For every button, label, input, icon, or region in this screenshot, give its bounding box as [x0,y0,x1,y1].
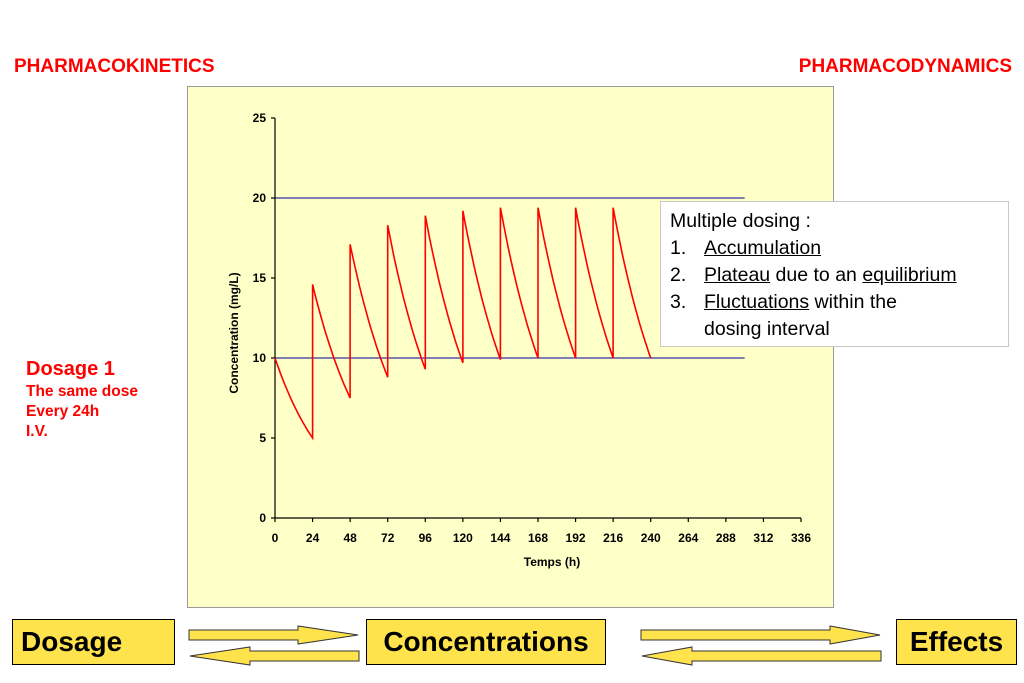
pharmacokinetics-title: PHARMACOKINETICS [14,56,215,77]
x-axis-title: Temps (h) [524,555,580,569]
dosage-box: Dosage [12,619,175,665]
x-tick-label: 264 [678,531,698,545]
y-tick-label: 20 [253,191,267,205]
right-arrow-icon [640,625,881,645]
x-tick-label: 336 [791,531,811,545]
item-number: 3. [670,291,687,313]
dosage-concentration-arrows [188,625,360,666]
left-arrow-icon [189,646,360,666]
x-tick-label: 312 [753,531,773,545]
dosage-note-title: Dosage 1 [26,358,115,380]
concentrations-box: Concentrations [366,619,606,665]
pharmacodynamics-title: PHARMACODYNAMICS [798,56,1012,77]
x-tick-label: 144 [490,531,510,545]
x-tick-label: 240 [641,531,661,545]
item-text: within the [809,291,897,313]
x-tick-label: 0 [272,531,279,545]
x-tick-label: 72 [381,531,395,545]
callout-item-1: 1. Accumulation [670,235,999,262]
x-tick-label: 24 [306,531,320,545]
y-tick-label: 5 [259,431,266,445]
item-continuation: dosing interval [704,318,830,340]
callout-heading: Multiple dosing : [670,210,811,232]
chart-svg: 0 5 10 15 20 25 0 24 48 72 96 120 144 168 192 216 240 264… [227,111,811,569]
item-underlined: Accumulation [704,237,822,259]
x-tick-label: 96 [419,531,433,545]
y-tick-label: 10 [253,351,267,365]
concentration-curve [274,207,652,441]
x-tick-label: 216 [603,531,623,545]
x-tick-label: 120 [453,531,473,545]
y-tick-label: 0 [259,511,266,525]
concentration-effect-arrows [640,625,882,666]
item-underlined-2: equilibrium [862,264,957,286]
dosage-note-line: The same dose [26,383,138,400]
x-tick-label: 288 [716,531,736,545]
dosage-note-line: Every 24h [26,403,100,420]
left-arrow-icon [641,646,882,666]
dosage-note: Dosage 1 The same dose Every 24h I.V. [26,356,138,442]
callout-item-3: 3. Fluctuations within the [670,289,999,316]
x-tick-label: 168 [528,531,548,545]
item-number: 1. [670,237,687,259]
concentration-chart: 0 5 10 15 20 25 0 24 48 72 96 120 144 168 192 216 240 264… [187,86,834,608]
item-number: 2. [670,264,687,286]
x-tick-label: 192 [566,531,586,545]
item-underlined: Fluctuations [704,291,810,313]
item-text: due to an [770,264,863,286]
item-underlined: Plateau [704,264,771,286]
y-tick-label: 15 [253,271,267,285]
y-tick-label: 25 [253,111,267,125]
effects-box: Effects [896,619,1017,665]
callout-item-2: 2. Plateau due to an equilibrium [670,262,999,289]
multiple-dosing-callout: Multiple dosing : 1. Accumulation 2. Pla… [660,201,1009,347]
right-arrow-icon [188,625,359,645]
dosage-note-line: I.V. [26,423,48,440]
y-axis-title: Concentration (mg/L) [227,272,241,393]
x-tick-label: 48 [343,531,357,545]
